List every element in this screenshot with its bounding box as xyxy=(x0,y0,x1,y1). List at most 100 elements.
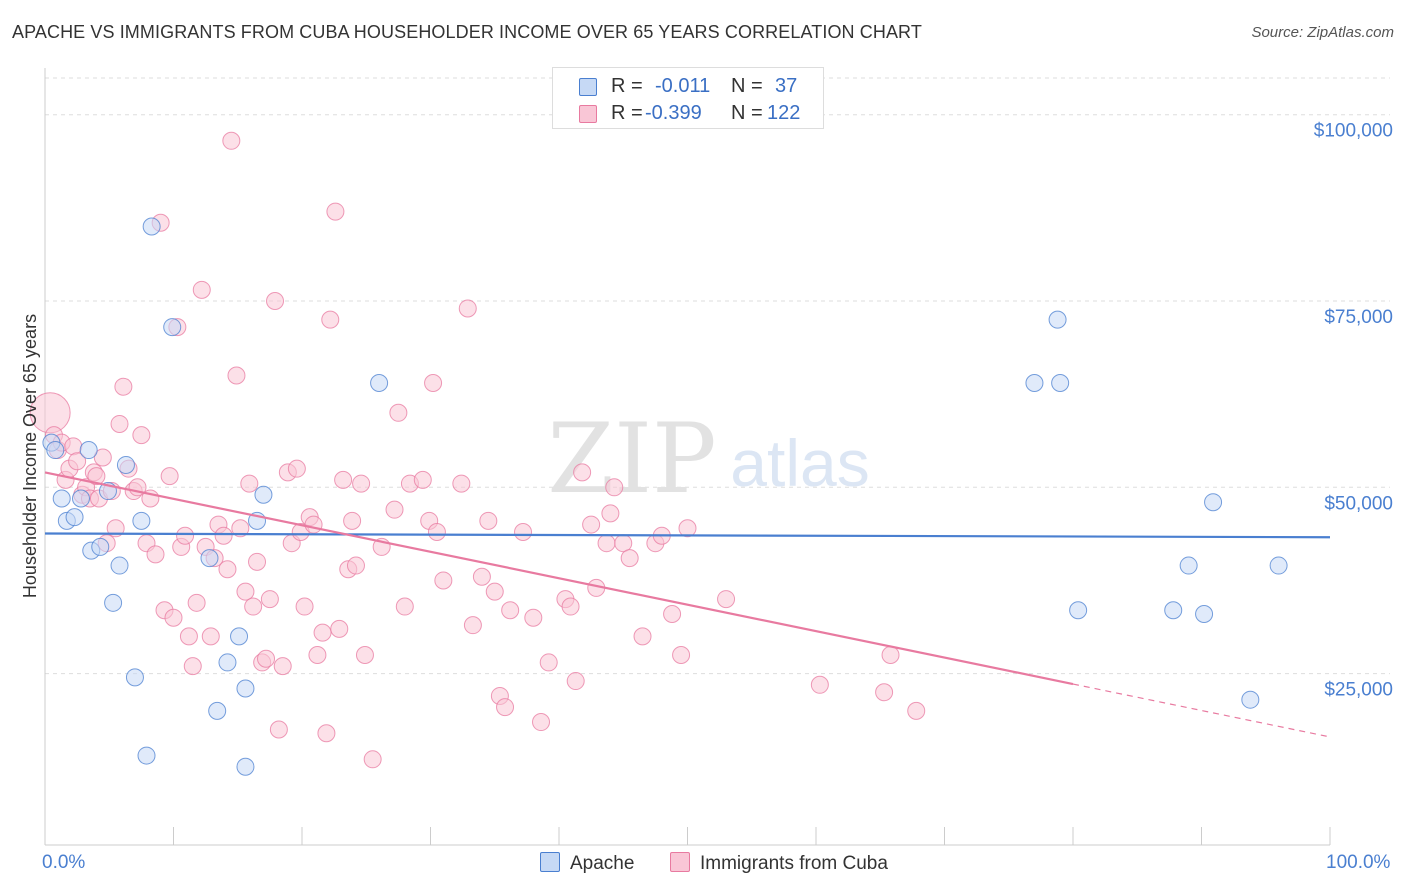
cuba-point-117 xyxy=(717,590,736,609)
apache-point-22 xyxy=(236,679,255,698)
cuba-point-36 xyxy=(187,593,206,612)
apache-r-value: -0.011 xyxy=(655,75,711,97)
apache-point-21 xyxy=(230,627,249,646)
cuba-point-85 xyxy=(427,523,446,542)
apache-point-34 xyxy=(1204,493,1223,512)
bottom-apache-swatch xyxy=(540,852,560,872)
axes xyxy=(44,68,1331,846)
y-tick-label-3: $100,000 xyxy=(1314,121,1393,142)
y-tick-label-1: $50,000 xyxy=(1324,493,1393,514)
apache-point-33 xyxy=(1195,604,1214,623)
cuba-point-18 xyxy=(110,414,129,433)
cuba-point-66 xyxy=(317,724,336,743)
cuba-point-43 xyxy=(218,560,237,579)
cuba-trend-line xyxy=(44,471,1074,686)
cuba-point-26 xyxy=(146,545,165,564)
cuba-point-106 xyxy=(597,534,616,553)
cuba-point-34 xyxy=(179,627,198,646)
y-tick-labels: $25,000 $50,000 $75,000 $100,000 xyxy=(1314,121,1393,701)
cuba-point-75 xyxy=(355,645,374,664)
cuba-point-68 xyxy=(326,202,345,221)
cuba-r-label: R = xyxy=(611,102,643,124)
apache-point-19 xyxy=(208,701,227,720)
bottom-cuba-swatch xyxy=(670,852,690,872)
cuba-point-44 xyxy=(222,131,241,150)
bottom-apache-label: Apache xyxy=(570,853,635,874)
cuba-point-45 xyxy=(227,366,246,385)
apache-point-14 xyxy=(132,511,151,530)
apache-point-17 xyxy=(163,318,182,337)
cuba-point-94 xyxy=(496,698,515,717)
cuba-point-42 xyxy=(214,526,233,545)
apache-point-35 xyxy=(1241,690,1260,709)
cuba-point-107 xyxy=(601,504,620,523)
cuba-point-120 xyxy=(881,645,900,664)
cuba-point-111 xyxy=(633,627,652,646)
watermark-zip: ZIP xyxy=(547,403,716,515)
cuba-point-70 xyxy=(334,470,353,489)
cuba-point-30 xyxy=(164,608,183,627)
apache-point-25 xyxy=(254,485,273,504)
cuba-point-67 xyxy=(321,310,340,329)
cuba-point-99 xyxy=(539,653,558,672)
cuba-point-119 xyxy=(875,683,894,702)
cuba-point-73 xyxy=(346,556,365,575)
cuba-point-39 xyxy=(201,627,220,646)
apache-point-26 xyxy=(370,373,389,392)
apache-point-16 xyxy=(142,217,161,236)
apache-point-5 xyxy=(71,489,90,508)
cuba-point-80 xyxy=(395,597,414,616)
apache-point-27 xyxy=(1025,373,1044,392)
cuba-point-108 xyxy=(605,478,624,497)
cuba-point-98 xyxy=(532,713,551,732)
cuba-r-value: -0.399 xyxy=(645,102,702,124)
cuba-point-87 xyxy=(452,474,471,493)
cuba-point-90 xyxy=(472,567,491,586)
cuba-point-56 xyxy=(273,657,292,676)
cuba-point-50 xyxy=(248,552,267,571)
cuba-point-48 xyxy=(240,474,259,493)
cuba-point-46 xyxy=(231,519,250,538)
source-label: Source: ZipAtlas.com xyxy=(1251,24,1394,41)
x-tick-label-min: 0.0% xyxy=(42,852,86,873)
apache-point-2 xyxy=(52,489,71,508)
apache-trend-line xyxy=(44,532,1331,539)
apache-point-32 xyxy=(1179,556,1198,575)
cuba-trend-line-extension xyxy=(1072,683,1331,738)
cuba-point-35 xyxy=(183,657,202,676)
cuba-point-29 xyxy=(160,467,179,486)
cuba-point-104 xyxy=(582,515,601,534)
chart-title: APACHE VS IMMIGRANTS FROM CUBA HOUSEHOLD… xyxy=(12,22,922,42)
cuba-swatch xyxy=(579,105,597,123)
apache-point-23 xyxy=(236,757,255,776)
apache-point-31 xyxy=(1164,601,1183,620)
cuba-point-102 xyxy=(566,672,585,691)
cuba-point-92 xyxy=(485,582,504,601)
cuba-point-63 xyxy=(304,515,323,534)
cuba-point-84 xyxy=(424,373,443,392)
cuba-point-95 xyxy=(501,601,520,620)
cuba-point-7 xyxy=(68,452,87,471)
cuba-point-78 xyxy=(385,500,404,519)
cuba-point-89 xyxy=(463,616,482,635)
cuba-point-118 xyxy=(810,675,829,694)
cuba-point-101 xyxy=(561,597,580,616)
apache-r-label: R = xyxy=(611,75,643,97)
cuba-n-label: N = xyxy=(731,102,763,124)
cuba-point-14 xyxy=(93,448,112,467)
apache-point-8 xyxy=(91,537,110,556)
cuba-point-97 xyxy=(524,608,543,627)
cuba-point-65 xyxy=(313,623,332,642)
cuba-point-23 xyxy=(132,426,151,445)
apache-n-label: N = xyxy=(731,75,763,97)
cuba-point-33 xyxy=(176,526,195,545)
bottom-cuba-label: Immigrants from Cuba xyxy=(700,853,888,874)
cuba-point-59 xyxy=(287,459,306,478)
x-tick-label-max: 100.0% xyxy=(1326,852,1391,873)
cuba-point-91 xyxy=(479,511,498,530)
cuba-point-114 xyxy=(663,604,682,623)
apache-point-28 xyxy=(1048,310,1067,329)
bottom-legend-cuba: Immigrants from Cuba xyxy=(670,852,888,875)
apache-point-4 xyxy=(65,508,84,527)
